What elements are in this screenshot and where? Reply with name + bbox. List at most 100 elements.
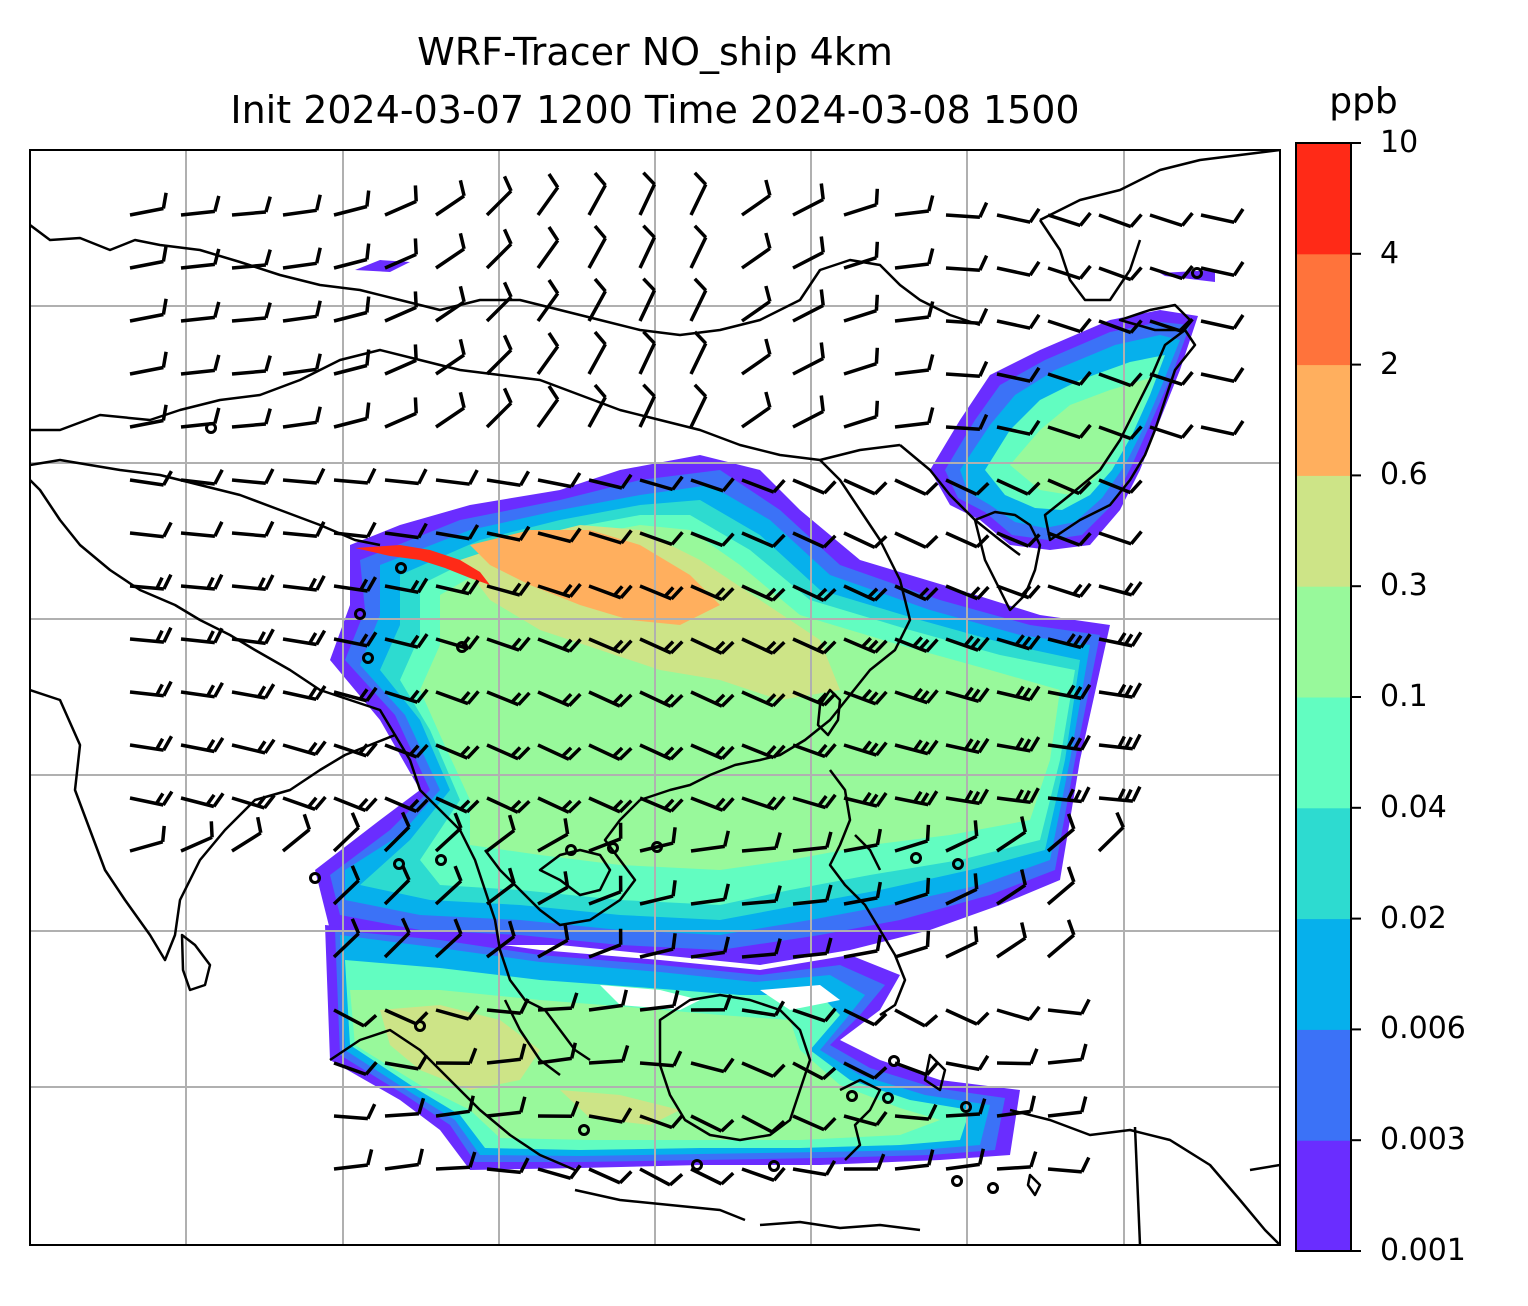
wind-barb	[384, 1054, 429, 1071]
wind-barb	[333, 1148, 374, 1171]
wind-barb	[690, 1057, 735, 1074]
wind-barb	[996, 922, 1028, 959]
wind-barb	[435, 524, 480, 541]
wind-barb	[180, 573, 224, 591]
wind-barb	[588, 928, 623, 959]
wind-barb	[231, 355, 272, 376]
wind-barb	[638, 330, 657, 375]
colorbar-tick-label: 0.02	[1380, 900, 1447, 936]
wind-barb	[945, 788, 990, 806]
wind-barb	[486, 796, 531, 814]
wind-barb	[843, 478, 888, 496]
wind-barb	[129, 680, 173, 698]
colorbar-tick-label: 0.003	[1380, 1122, 1466, 1158]
wind-barb	[843, 531, 888, 549]
wind-barb	[639, 1050, 683, 1068]
wind-barb	[129, 521, 173, 539]
wind-barb	[435, 634, 480, 651]
wind-barb	[690, 1114, 735, 1133]
wind-barb	[485, 281, 513, 323]
wind-barb	[1047, 370, 1092, 387]
wind-barb	[180, 736, 225, 754]
wind-barb	[231, 738, 276, 755]
wind-barb	[485, 175, 513, 217]
wind-barb	[945, 478, 990, 496]
wind-barb	[741, 832, 782, 853]
wind-barb	[588, 875, 623, 906]
colorbar-bin	[1296, 253, 1351, 366]
wind-barb	[180, 521, 224, 538]
wind-barb	[996, 685, 1041, 702]
wind-barb	[333, 402, 371, 429]
wind-barb	[384, 344, 418, 376]
wind-barb	[435, 579, 480, 596]
wind-barb	[792, 531, 837, 549]
wind-barb	[1047, 531, 1092, 547]
wind-barb	[740, 338, 772, 376]
wind-barb	[435, 232, 466, 270]
wind-barb	[740, 391, 772, 429]
wind-barb	[180, 195, 221, 217]
wind-barb	[792, 236, 825, 270]
wind-barb	[588, 743, 633, 761]
wind-barb	[383, 864, 411, 906]
wind-barb	[996, 207, 1041, 224]
wind-barb	[231, 794, 276, 810]
wind-barb	[741, 1000, 786, 1018]
wind-barb	[996, 260, 1041, 277]
wind-barb	[792, 1160, 837, 1177]
wind-barb	[129, 735, 174, 752]
wind-barb	[792, 884, 833, 906]
wind-barb	[638, 224, 657, 269]
wind-barb	[996, 584, 1041, 600]
wind-barb	[945, 635, 990, 652]
wind-barb	[282, 467, 326, 485]
wind-barb	[333, 1103, 377, 1121]
wind-barb	[741, 885, 782, 906]
wind-barb	[281, 813, 312, 853]
wind-barb	[180, 821, 214, 853]
wind-barb	[333, 631, 378, 648]
wind-barb	[843, 740, 888, 757]
wind-barb	[894, 531, 939, 549]
wind-barb	[741, 743, 786, 760]
wind-barb	[129, 404, 168, 429]
wind-barb	[129, 192, 168, 217]
wind-barb	[588, 1167, 633, 1185]
wind-barb	[741, 531, 786, 549]
wind-barb	[741, 1061, 786, 1079]
wind-barb	[333, 190, 371, 217]
wind-barb	[384, 185, 418, 217]
wind-barb	[945, 737, 990, 755]
wind-barb	[231, 249, 272, 270]
wind-barb	[231, 468, 275, 486]
wind-barb	[843, 241, 880, 270]
wind-barb	[741, 938, 782, 959]
colorbar-tick-label: 0.3	[1380, 568, 1428, 604]
colorbar-tick-label: 10	[1380, 125, 1419, 160]
colorbar-bin	[1296, 475, 1351, 587]
wind-barb	[537, 690, 582, 708]
wind-barb	[282, 406, 322, 429]
wind-barb	[996, 1048, 1039, 1066]
wind-barb	[690, 1167, 735, 1186]
wind-barb	[588, 1044, 630, 1065]
wind-barb	[588, 473, 633, 490]
wind-barb	[792, 937, 833, 959]
wind-barb	[536, 332, 560, 376]
wind-barb	[639, 1167, 684, 1187]
wind-barb	[384, 1008, 429, 1026]
wind-barb	[894, 877, 931, 906]
wind-barb	[843, 828, 883, 853]
wind-barb	[945, 926, 979, 959]
wind-barb	[996, 634, 1041, 651]
wind-barb	[588, 584, 633, 600]
wind-barb	[843, 1061, 888, 1080]
wind-barb	[639, 531, 684, 547]
wind-barb	[384, 1097, 426, 1118]
wind-barb	[1047, 1096, 1088, 1118]
wind-barb	[1098, 631, 1143, 648]
wind-barb	[638, 383, 657, 428]
wind-barb	[485, 228, 513, 270]
wind-barb	[894, 1149, 935, 1171]
